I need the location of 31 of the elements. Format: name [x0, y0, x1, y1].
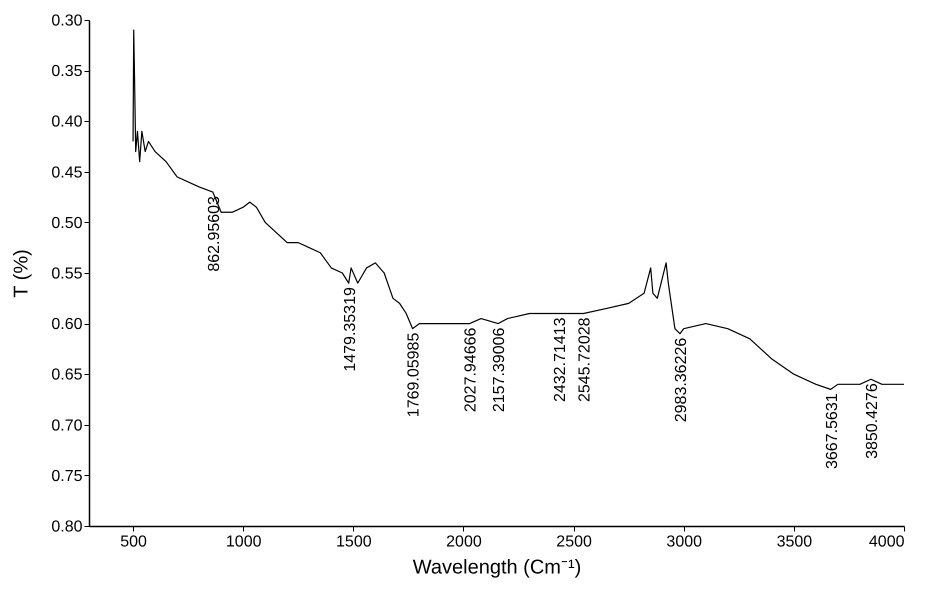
annotation: 2983.36226: [673, 338, 690, 422]
x-tick-label: 1000: [226, 534, 262, 550]
annotation: 2157.39006: [491, 328, 508, 412]
y-tick-label: 0.30: [51, 12, 83, 30]
y-tick-label: 0.65: [51, 366, 83, 384]
x-tick-label: 3500: [776, 534, 812, 550]
y-tick-label: 0.60: [51, 316, 83, 334]
y-tick-label: 0.50: [51, 214, 83, 232]
annotation: 862.95603: [206, 196, 223, 272]
annotation: 2027.94666: [462, 328, 480, 412]
x-axis-title: Wavelength (Cm⁻¹): [412, 556, 582, 578]
y-tick-label: 0.45: [51, 164, 83, 182]
annotation: 1769.05985: [406, 332, 423, 418]
y-tick-label: 0.55: [51, 266, 83, 282]
annotation: 2432.71413: [552, 317, 569, 402]
y-tick-label: 0.35: [51, 63, 83, 80]
x-tick-label: 2000: [446, 534, 482, 550]
y-tick-label: 0.40: [51, 114, 83, 131]
y-tick-label: 0.75: [51, 468, 83, 485]
y-axis-title: T (%): [10, 249, 32, 298]
annotation: 3850.4276: [864, 383, 882, 459]
x-tick-label: 2500: [556, 534, 592, 550]
y-tick-label: 0.80: [51, 518, 83, 536]
x-tick-label: 500: [120, 534, 147, 550]
annotation: 3667.5631: [824, 393, 841, 470]
x-tick-label: 1500: [336, 534, 372, 550]
x-tick-label: 3000: [666, 534, 702, 550]
annotation: 2545.72028: [576, 317, 594, 402]
x-tick-label: 4000: [868, 534, 905, 550]
annotation: 1479.35319: [342, 287, 359, 372]
y-tick-label: 0.70: [51, 417, 83, 434]
